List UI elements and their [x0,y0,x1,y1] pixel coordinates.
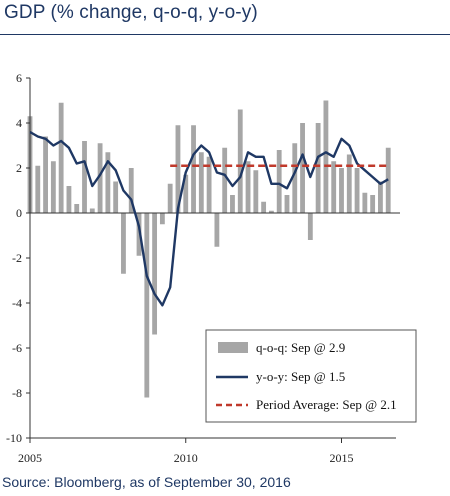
legend: q-o-q: Sep @ 2.9 y-o-y: Sep @ 1.5 Period… [205,329,417,423]
qoq-bar [292,143,298,213]
qoq-bar [370,195,376,213]
qoq-bar [35,165,41,213]
qoq-bar [331,161,337,213]
qoq-bar [121,213,126,274]
gdp-chart: 6 4 2 0 -2 -4 -6 -8 -10 2005 2010 2015 q-o-q: Sep … [6,71,417,465]
qoq-bar [152,213,158,335]
y-tick-label: -4 [12,296,22,310]
qoq-bar [315,123,321,213]
qoq-bar [82,141,87,213]
qoq-bar [175,125,181,213]
y-tick-label: 4 [16,116,22,130]
qoq-bar [66,186,72,213]
qoq-bar [183,174,189,213]
qoq-bar [339,168,344,213]
x-tick-label: 2005 [18,451,42,465]
qoq-bar [74,204,80,213]
y-tick-label: -6 [12,341,22,355]
qoq-bar [284,195,290,213]
qoq-bar [97,143,103,213]
y-tick-label: -10 [6,431,22,445]
y-tick-label: 6 [16,71,22,85]
title-divider [0,34,450,35]
qoq-bar [206,156,212,213]
qoq-bar [230,195,235,213]
qoq-bar [167,183,173,213]
qoq-bar [43,136,48,213]
qoq-bar [253,170,259,213]
y-tick-label: -8 [12,386,22,400]
qoq-bar [191,125,196,213]
qoq-bar [214,213,220,247]
qoq-bar [144,213,150,398]
qoq-bar [245,161,251,213]
qoq-bar [113,181,119,213]
y-tick-label: 2 [16,161,22,175]
qoq-bar [128,168,134,213]
x-axis-ticks: 2005 2010 2015 [18,438,353,465]
qoq-bar [159,213,165,225]
chart-title: GDP (% change, q-o-q, y-o-y) [4,2,258,23]
qoq-bar [58,102,64,213]
qoq-bar [136,213,142,256]
qoq-bar [307,213,313,240]
legend-swatch-qoq [218,342,248,353]
qoq-bar [276,150,282,213]
qoq-bar [323,100,329,213]
qoq-bar [261,201,267,213]
qoq-bar [105,152,111,213]
legend-label-average: Period Average: Sep @ 2.1 [256,397,397,412]
qoq-bar [354,168,360,213]
x-tick-label: 2015 [329,451,353,465]
legend-label-yoy: y-o-y: Sep @ 1.5 [256,369,345,384]
source-note: Source: Bloomberg, as of September 30, 2… [2,474,291,490]
yoy-line [29,130,389,307]
qoq-bar [378,181,383,213]
qoq-bar [362,192,368,213]
legend-label-qoq: q-o-q: Sep @ 2.9 [256,340,345,355]
y-tick-label: 0 [16,206,22,220]
qoq-bar [198,152,204,213]
qoq-bar [89,208,95,213]
qoq-bar [268,210,274,213]
qoq-bar [222,147,228,213]
qoq-bar [346,154,352,213]
y-axis-ticks: 6 4 2 0 -2 -4 -6 -8 -10 [6,71,30,445]
qoq-bar [50,161,56,213]
y-tick-label: -2 [12,251,22,265]
qoq-bar [237,109,243,213]
x-tick-label: 2010 [174,451,198,465]
qoq-bar [300,123,305,213]
